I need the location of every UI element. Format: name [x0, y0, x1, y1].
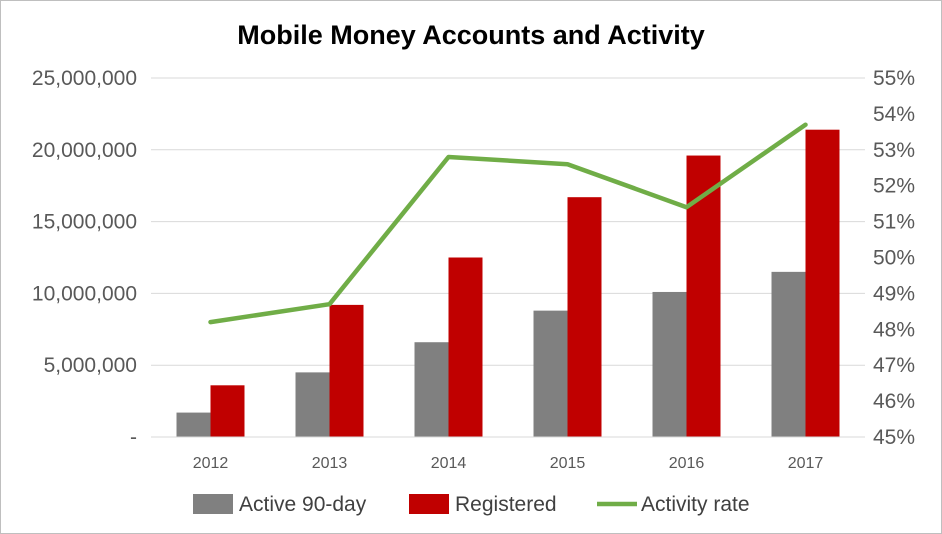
bar-active-90-day-2015	[533, 310, 568, 437]
x-axis-tick-label: 2012	[193, 455, 229, 472]
right-axis-tick-label: 50%	[873, 247, 915, 270]
right-axis-tick-label: 49%	[873, 282, 915, 305]
right-axis-tick-label: 55%	[873, 67, 915, 90]
bar-active-90-day-2016	[652, 291, 687, 437]
legend-swatch-active-90-day	[193, 494, 233, 514]
x-axis-tick-label: 2014	[431, 455, 467, 472]
left-axis-tick-label: 20,000,000	[32, 139, 137, 162]
x-axis: 2012 2013 2014 2015 2016 2017	[151, 436, 865, 472]
left-axis-tick-label: -	[130, 426, 137, 449]
left-axis-tick-label: 15,000,000	[32, 211, 137, 234]
right-axis-ticks: 45% 46% 47% 48% 49% 50% 51% 52% 53% 54% 55%	[873, 67, 915, 449]
bar-registered-2012	[210, 385, 245, 437]
right-axis-tick-label: 47%	[873, 354, 915, 377]
bar-active-90-day-2014	[414, 342, 449, 437]
bar-registered-2015	[567, 197, 602, 437]
legend: Active 90-day Registered Activity rate	[193, 493, 750, 516]
right-axis-tick-label: 52%	[873, 175, 915, 198]
bar-registered-2013	[329, 304, 364, 437]
left-axis-tick-label: 5,000,000	[44, 354, 137, 377]
right-axis-tick-label: 51%	[873, 211, 915, 234]
bars	[176, 129, 840, 438]
legend-label-active-90-day: Active 90-day	[239, 493, 367, 516]
activity-rate-line	[208, 122, 808, 325]
right-axis-tick-label: 46%	[873, 390, 915, 413]
legend-label-activity-rate: Activity rate	[641, 493, 750, 516]
activity-rate-line-group	[208, 122, 808, 325]
bar-active-90-day-2017	[771, 271, 806, 437]
bar-registered-2014	[448, 257, 483, 437]
right-axis-tick-label: 53%	[873, 139, 915, 162]
legend-swatch-registered	[409, 494, 449, 514]
bar-active-90-day-2013	[295, 372, 330, 437]
left-axis-ticks: - 5,000,000 10,000,000 15,000,000 20,000,000…	[32, 67, 137, 449]
x-axis-tick-label: 2017	[788, 455, 824, 472]
bar-registered-2017	[805, 129, 840, 438]
x-axis-tick-label: 2013	[312, 455, 348, 472]
x-axis-tick-label: 2016	[669, 455, 705, 472]
x-axis-tick-label: 2015	[550, 455, 586, 472]
left-axis-tick-label: 10,000,000	[32, 282, 137, 305]
bar-active-90-day-2012	[176, 412, 211, 437]
legend-label-registered: Registered	[455, 493, 557, 516]
right-axis-tick-label: 45%	[873, 426, 915, 449]
gridlines	[151, 77, 865, 366]
left-axis-tick-label: 25,000,000	[32, 67, 137, 90]
right-axis-tick-label: 48%	[873, 318, 915, 341]
chart-title: Mobile Money Accounts and Activity	[237, 20, 705, 50]
right-axis-tick-label: 54%	[873, 103, 915, 126]
